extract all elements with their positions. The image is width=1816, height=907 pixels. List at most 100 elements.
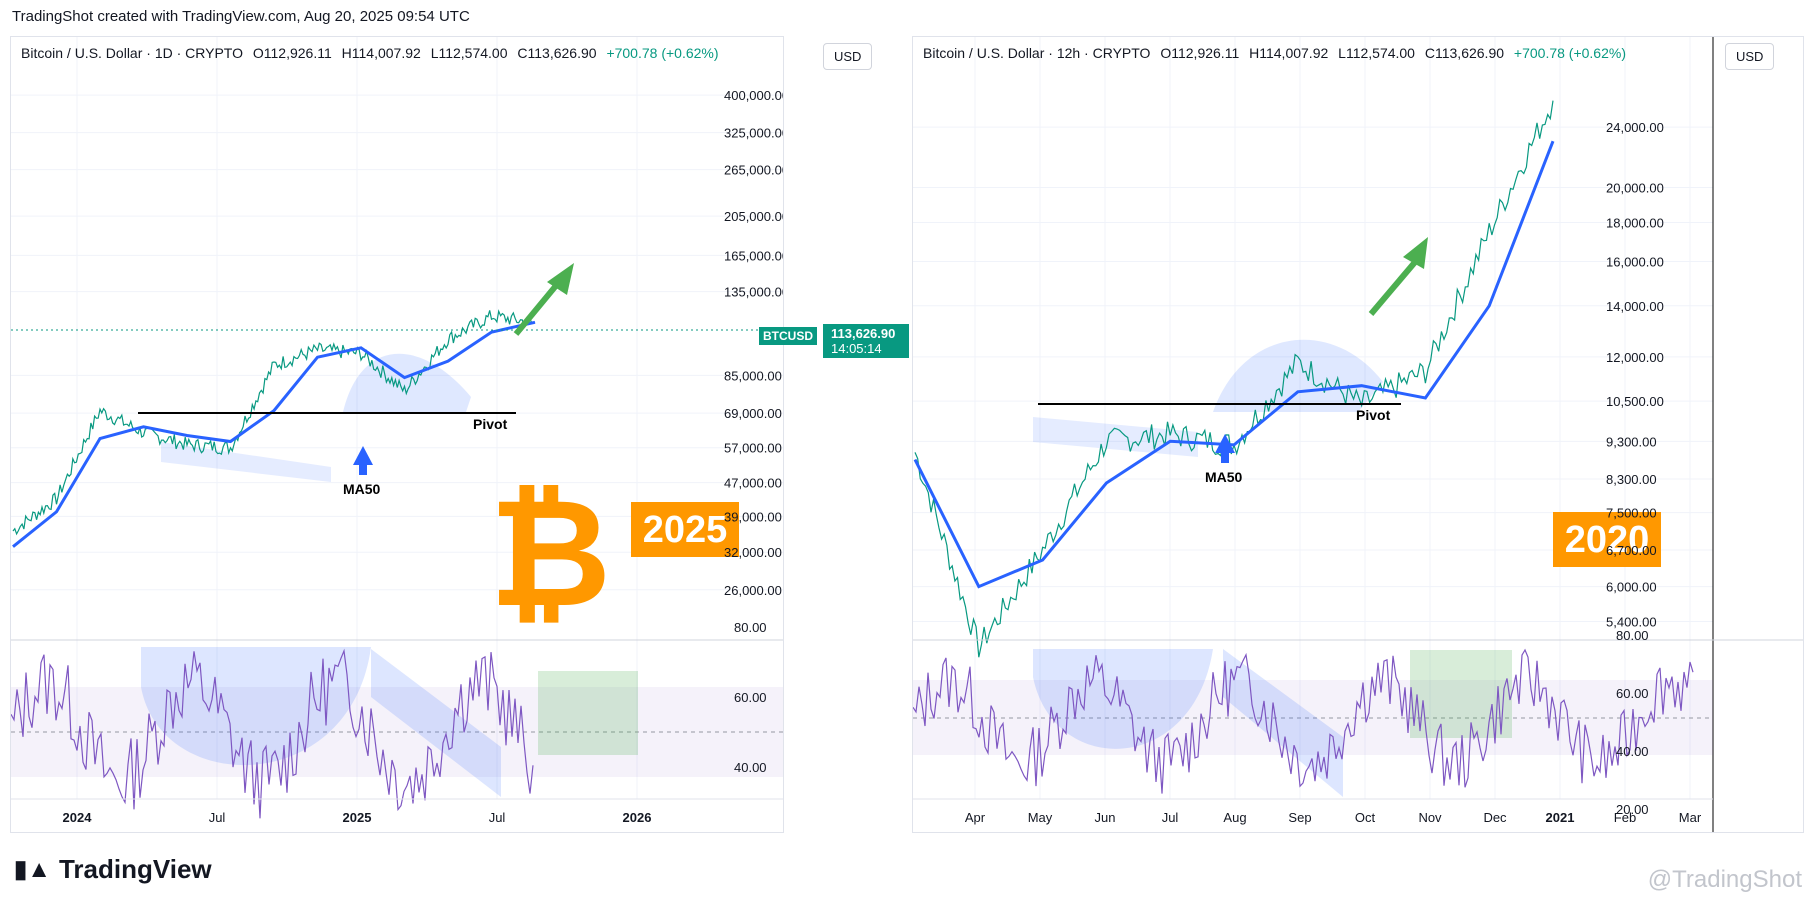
rsi-axis-tick: 40.00 bbox=[1616, 744, 1649, 759]
rsi-axis-tick: 60.00 bbox=[1616, 686, 1649, 701]
price-axis-tick: 32,000.00 bbox=[724, 545, 782, 560]
price-axis-tick: 5,400.00 bbox=[1606, 614, 1657, 629]
price-axis-tick: 14,000.00 bbox=[1606, 299, 1664, 314]
left-rsi-line bbox=[11, 648, 534, 819]
right-legend-close: C113,626.90 bbox=[1424, 45, 1505, 61]
time-axis-tick: Jul bbox=[209, 810, 226, 825]
price-axis-tick: 205,000.00 bbox=[724, 209, 783, 224]
price-axis-tick: 265,000.00 bbox=[724, 163, 783, 178]
left-green-arrow-icon bbox=[513, 263, 574, 336]
price-axis-tick: 18,000.00 bbox=[1606, 215, 1664, 230]
tradingview-logo[interactable]: ▮▲ TradingView bbox=[14, 854, 212, 885]
price-axis-tick: 16,000.00 bbox=[1606, 255, 1664, 270]
right-rsi-line bbox=[913, 648, 1694, 794]
left-chart-panel[interactable]: Pivot MA50 ₿ 2025 400,000.00 325,000.00 26… bbox=[10, 36, 909, 833]
right-dome-shape bbox=[1213, 339, 1383, 412]
left-rsi-wedge-shape bbox=[371, 649, 501, 797]
right-legend-change: +700.78 (+0.62%) bbox=[1513, 45, 1626, 61]
left-ma50-arrow-icon bbox=[353, 446, 373, 475]
price-axis-tick: 24,000.00 bbox=[1606, 120, 1664, 135]
left-year-badge bbox=[631, 502, 739, 557]
bitcoin-logo-icon: ₿ bbox=[489, 469, 611, 637]
rsi-axis-tick: 40.00 bbox=[734, 760, 767, 775]
time-axis-tick: Feb bbox=[1614, 810, 1636, 825]
right-ma50-label: MA50 bbox=[1205, 469, 1243, 485]
left-consolidation-wedge bbox=[161, 442, 331, 482]
left-legend-close: C113,626.90 bbox=[517, 45, 597, 61]
left-rsi-box bbox=[538, 671, 638, 755]
left-price-tag-value: 113,626.90 bbox=[831, 326, 896, 341]
right-ma50-arrow-icon bbox=[1215, 434, 1235, 463]
price-axis-tick: 165,000.00 bbox=[724, 248, 783, 263]
price-axis-tick: 6,000.00 bbox=[1606, 580, 1657, 595]
left-ma50-line bbox=[12, 320, 536, 548]
left-chart-svg: Pivot MA50 ₿ 2025 400,000.00 325,000.00 26… bbox=[11, 37, 783, 825]
time-axis-tick: Oct bbox=[1355, 810, 1376, 825]
right-currency-button[interactable]: USD bbox=[1725, 43, 1775, 70]
time-axis-tick: 2024 bbox=[63, 810, 93, 825]
right-legend: Bitcoin / U.S. Dollar · 12h · CRYPTO O11… bbox=[923, 45, 1626, 61]
price-axis-tick: 26,000.00 bbox=[724, 583, 782, 598]
right-legend-open: O112,926.11 bbox=[1160, 45, 1240, 61]
time-axis-tick: 2026 bbox=[623, 810, 652, 825]
price-axis-tick: 39,000.00 bbox=[724, 509, 782, 524]
right-legend-symbol: Bitcoin / U.S. Dollar · 12h · CRYPTO bbox=[923, 45, 1151, 61]
right-year-label: 2020 bbox=[1565, 519, 1650, 561]
right-chart-svg: Pivot MA50 2020 24,000.00 20,000.00 18,000… bbox=[913, 37, 1803, 832]
price-axis-tick: 69,000.00 bbox=[724, 406, 782, 421]
left-legend-low: L112,574.00 bbox=[430, 45, 508, 61]
left-price-tag-countdown: 14:05:14 bbox=[831, 341, 882, 356]
price-axis-tick: 85,000.00 bbox=[724, 368, 782, 383]
rsi-axis-tick: 80.00 bbox=[1616, 628, 1649, 643]
tradingview-logo-icon: ▮▲ bbox=[14, 856, 51, 883]
price-axis-tick: 47,000.00 bbox=[724, 476, 782, 491]
time-axis-tick: Jun bbox=[1095, 810, 1116, 825]
right-pivot-label: Pivot bbox=[1356, 407, 1391, 423]
time-axis-tick: Apr bbox=[965, 810, 986, 825]
left-price-series bbox=[12, 309, 536, 536]
price-axis-tick: 12,000.00 bbox=[1606, 350, 1664, 365]
price-axis-tick: 400,000.00 bbox=[724, 88, 783, 103]
price-axis-tick: 10,500.00 bbox=[1606, 394, 1664, 409]
time-axis-tick: Jul bbox=[489, 810, 506, 825]
price-axis-tick: 57,000.00 bbox=[724, 441, 782, 456]
price-axis-tick: 6,700.00 bbox=[1606, 543, 1657, 558]
left-rsi-dome-shape bbox=[141, 647, 371, 766]
rsi-axis-tick: 80.00 bbox=[734, 620, 767, 635]
left-legend: Bitcoin / U.S. Dollar · 1D · CRYPTO O112… bbox=[21, 45, 719, 61]
left-pivot-label: Pivot bbox=[473, 416, 508, 432]
price-axis-tick: 20,000.00 bbox=[1606, 181, 1664, 196]
left-currency-button[interactable]: USD bbox=[823, 43, 873, 70]
right-consolidation-wedge bbox=[1033, 417, 1198, 457]
price-axis-tick: 325,000.00 bbox=[724, 126, 783, 141]
right-legend-low: L112,574.00 bbox=[1338, 45, 1415, 61]
price-axis-tick: 135,000.00 bbox=[724, 285, 783, 300]
time-axis-tick: Mar bbox=[1679, 810, 1702, 825]
right-chart-panel[interactable]: Pivot MA50 2020 24,000.00 20,000.00 18,000… bbox=[912, 36, 1804, 833]
left-year-label: 2025 bbox=[643, 509, 728, 551]
time-axis-tick: Nov bbox=[1418, 810, 1442, 825]
header-caption: TradingShot created with TradingView.com… bbox=[12, 8, 470, 25]
rsi-axis-tick: 60.00 bbox=[734, 690, 767, 705]
right-rsi-box bbox=[1410, 650, 1512, 738]
time-axis-tick: Aug bbox=[1223, 810, 1246, 825]
left-ticker-tag: BTCUSD bbox=[759, 327, 817, 345]
right-ma50-line bbox=[913, 140, 1555, 589]
tradingview-logo-text: TradingView bbox=[58, 854, 212, 884]
left-ma50-label: MA50 bbox=[343, 481, 381, 497]
price-axis-tick: 8,300.00 bbox=[1606, 472, 1657, 487]
right-rsi-dome-shape bbox=[1033, 649, 1213, 749]
time-axis-tick: May bbox=[1028, 810, 1053, 825]
left-legend-change: +700.78 (+0.62%) bbox=[606, 45, 719, 61]
time-axis-tick: Dec bbox=[1483, 810, 1507, 825]
time-axis-tick: 2021 bbox=[1546, 810, 1575, 825]
left-price-tag: 113,626.90 14:05:14 bbox=[823, 324, 909, 358]
author-watermark: @TradingShot bbox=[1647, 866, 1802, 893]
right-rsi-wedge-shape bbox=[1223, 649, 1343, 797]
time-axis-tick: Jul bbox=[1162, 810, 1179, 825]
left-legend-high: H114,007.92 bbox=[341, 45, 421, 61]
right-green-arrow-icon bbox=[1368, 237, 1428, 316]
right-year-badge bbox=[1553, 512, 1661, 567]
left-legend-open: O112,926.11 bbox=[252, 45, 332, 61]
left-dome-shape bbox=[343, 353, 471, 412]
